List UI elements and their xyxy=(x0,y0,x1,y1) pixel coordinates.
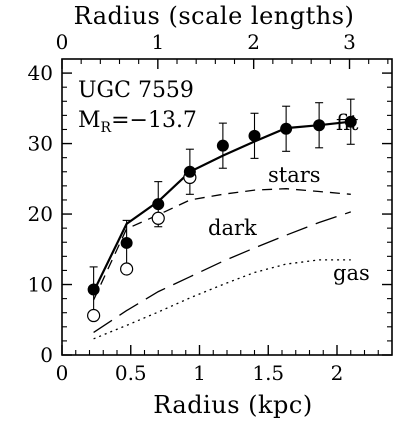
top-tick-label: 0 xyxy=(56,30,69,54)
annotation-magnitude-base: M xyxy=(78,108,101,133)
open-point xyxy=(120,262,134,276)
observed-point xyxy=(280,122,293,135)
observed-point xyxy=(152,198,165,211)
observed-point xyxy=(183,165,196,178)
curve-label-dark: dark xyxy=(208,216,257,240)
y-tick-label: 10 xyxy=(28,273,53,297)
curve-label-gas: gas xyxy=(333,261,370,285)
x-tick-label: 0 xyxy=(56,361,69,385)
y-tick-label: 20 xyxy=(28,202,53,226)
observed-point xyxy=(344,115,357,128)
curve-gas xyxy=(93,259,351,340)
observed-point xyxy=(313,119,326,132)
plot-frame xyxy=(61,58,393,356)
curve-dark xyxy=(93,211,352,333)
curve-label-stars: stars xyxy=(268,163,321,187)
observed-point xyxy=(216,139,229,152)
open-point xyxy=(151,211,165,225)
top-tick-label: 1 xyxy=(151,30,164,54)
y-tick-label: 30 xyxy=(28,132,53,156)
x-tick-label: 0.5 xyxy=(115,361,147,385)
observed-point xyxy=(248,129,261,142)
annotation-magnitude-value: =−13.7 xyxy=(111,108,197,133)
curve-label-fit: fit xyxy=(336,111,359,135)
y-tick-label: 0 xyxy=(40,343,53,367)
top-tick-label: 2 xyxy=(247,30,260,54)
bottom-axis-title: Radius (kpc) xyxy=(153,391,312,419)
observed-point xyxy=(120,236,133,249)
curve-stars xyxy=(93,188,351,301)
top-axis-title: Radius (scale lengths) xyxy=(74,2,355,30)
y-tick-label: 40 xyxy=(28,61,53,85)
annotation-magnitude: MR=−13.7 xyxy=(78,108,197,136)
top-tick-label: 3 xyxy=(343,30,356,54)
data-points xyxy=(87,115,357,323)
x-tick-label: 1.5 xyxy=(252,361,284,385)
x-tick-label: 1 xyxy=(193,361,206,385)
observed-point xyxy=(87,283,100,296)
annotation-magnitude-subscript: R xyxy=(101,120,112,136)
open-point xyxy=(87,308,101,323)
x-tick-label: 2 xyxy=(331,361,344,385)
annotation-galaxy: UGC 7559 xyxy=(78,78,194,103)
